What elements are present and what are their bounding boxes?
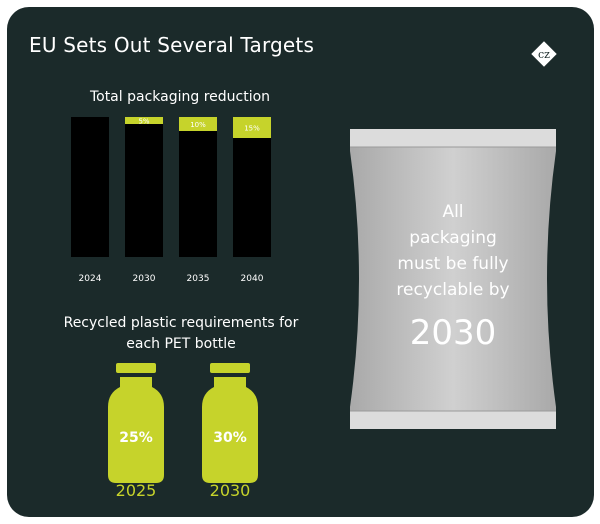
bottle-icon: 25%: [108, 363, 164, 483]
packaging-pouch-icon: [350, 129, 556, 429]
bottle-icon: 30%: [202, 363, 258, 483]
bar-remaining: [179, 131, 217, 257]
infographic-card: EU Sets Out Several Targets cz Total pac…: [7, 7, 594, 517]
recycled-plastic-title: Recycled plastic requirements for each P…: [63, 315, 299, 352]
bar-remaining: [233, 138, 271, 257]
bar-data-label: 5%: [138, 118, 149, 126]
packaging-target-year: 2030: [409, 313, 497, 353]
svg-text:cz: cz: [538, 48, 550, 61]
x-tick-label: 2035: [187, 274, 210, 284]
bottle-year-label: 2025: [115, 481, 157, 500]
bottle-year-label: 2030: [209, 481, 251, 500]
x-tick-label: 2030: [133, 274, 156, 284]
packaging-line: All: [442, 202, 464, 222]
x-tick-label: 2024: [79, 274, 102, 284]
packaging-reduction-title: Total packaging reduction: [89, 89, 271, 105]
bar-data-label: 10%: [190, 121, 206, 129]
bar-data-label: 15%: [244, 125, 260, 133]
bar-remaining: [125, 124, 163, 257]
x-tick-label: 2040: [241, 274, 264, 284]
bar-reduction: [233, 117, 271, 138]
packaging-line: packaging: [409, 228, 497, 248]
packaging-line: recyclable by: [396, 280, 510, 300]
bottle-value-label: 25%: [119, 430, 153, 446]
page-title: EU Sets Out Several Targets: [29, 33, 315, 57]
packaging-statement: All packaging must be fully recyclable b…: [352, 199, 554, 303]
packaging-line: must be fully: [397, 254, 509, 274]
bar-remaining: [71, 117, 109, 257]
cz-diamond-logo-icon: cz: [531, 41, 557, 67]
bar-reduction: [125, 117, 163, 124]
bottle-value-label: 30%: [213, 430, 247, 446]
bar-reduction: [179, 117, 217, 131]
packaging-reduction-chart: 2024 5% 2030 10% 2035 15% 2040: [71, 117, 271, 284]
